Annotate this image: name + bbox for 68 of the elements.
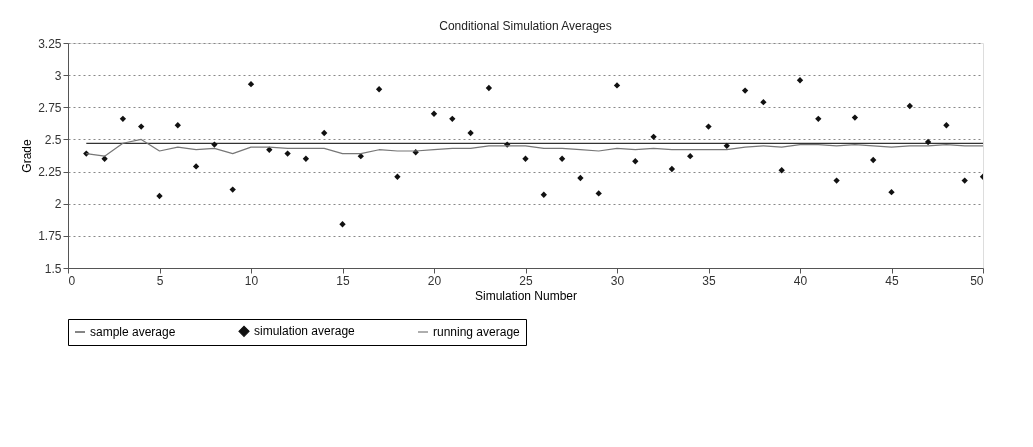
x-tick-label: 5 <box>156 273 164 288</box>
point <box>705 123 712 130</box>
point <box>192 163 200 170</box>
point <box>924 138 932 146</box>
point <box>156 192 163 200</box>
y-tick-label: 2.75 <box>38 100 62 115</box>
point <box>687 152 694 160</box>
point <box>247 80 255 88</box>
point <box>540 191 547 198</box>
x-tick-label: 30 <box>610 273 625 288</box>
point <box>394 173 401 180</box>
point <box>632 158 639 165</box>
point <box>851 114 859 121</box>
point <box>321 129 328 137</box>
x-tick-label: 10 <box>244 273 259 288</box>
point <box>174 122 181 129</box>
point <box>430 110 438 117</box>
y-tick-label: 2.5 <box>44 132 62 147</box>
point <box>375 86 383 93</box>
point <box>138 123 145 130</box>
legend-label: sample average <box>90 325 176 339</box>
y-tick-label: 2 <box>54 197 62 212</box>
point <box>211 141 218 148</box>
point <box>485 84 493 92</box>
y-tick-label: 2.25 <box>38 165 62 180</box>
x-tick-label: 50 <box>970 273 984 288</box>
point <box>613 82 621 89</box>
point <box>558 155 566 162</box>
y-tick-label: 1.5 <box>44 261 62 276</box>
y-tick-label: 1.75 <box>38 229 62 244</box>
y-axis-title: Grade <box>20 139 35 173</box>
point <box>906 102 913 110</box>
point <box>870 156 877 164</box>
point <box>467 129 474 137</box>
point <box>778 167 785 174</box>
point <box>796 77 804 84</box>
point <box>760 98 767 106</box>
point <box>723 142 730 150</box>
y-tick-label: 3.25 <box>38 36 62 51</box>
point <box>833 177 840 184</box>
point <box>284 150 291 157</box>
point <box>943 122 950 129</box>
point <box>229 186 236 193</box>
x-tick-label: 0 <box>68 273 76 288</box>
x-tick-label: 45 <box>885 273 899 288</box>
point <box>577 174 584 182</box>
point <box>449 115 456 123</box>
x-tick-label: 35 <box>702 273 716 288</box>
point <box>815 115 822 123</box>
point <box>339 221 346 228</box>
x-tick-label: 20 <box>427 273 442 288</box>
point <box>119 115 127 123</box>
point <box>595 190 602 197</box>
legend-label: running average <box>433 325 521 339</box>
point <box>888 188 895 196</box>
point <box>741 87 749 94</box>
point <box>961 177 968 184</box>
x-tick-label: 25 <box>519 273 533 288</box>
point <box>650 133 657 141</box>
point <box>668 165 676 173</box>
point <box>302 155 310 162</box>
y-tick-label: 3 <box>54 68 62 83</box>
x-axis-title: Simulation Number <box>474 288 578 303</box>
legend-label: simulation average <box>254 324 356 339</box>
x-tick-label: 15 <box>336 273 350 288</box>
x-tick-label: 40 <box>793 273 808 288</box>
point <box>522 155 529 162</box>
chart-title: Conditional Simulation Averages <box>439 19 612 33</box>
